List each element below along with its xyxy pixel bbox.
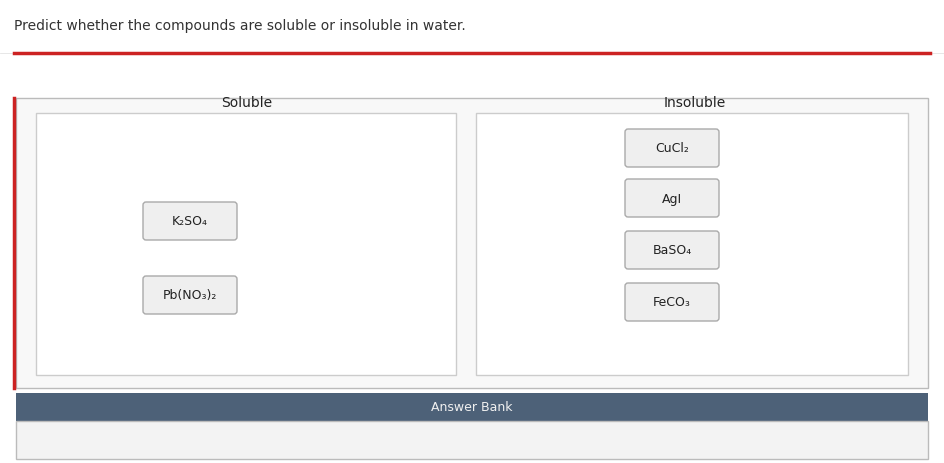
FancyBboxPatch shape (143, 276, 237, 314)
FancyBboxPatch shape (143, 203, 237, 240)
Text: Pb(NO₃)₂: Pb(NO₃)₂ (162, 289, 217, 302)
FancyBboxPatch shape (625, 180, 719, 218)
Text: FeCO₃: FeCO₃ (653, 296, 691, 309)
Text: AgI: AgI (662, 192, 683, 205)
Text: Predict whether the compounds are soluble or insoluble in water.: Predict whether the compounds are solubl… (14, 19, 465, 33)
Text: CuCl₂: CuCl₂ (655, 142, 689, 155)
Bar (16, 393, 928, 421)
Text: BaSO₄: BaSO₄ (652, 244, 692, 257)
Bar (16, 99, 928, 388)
FancyBboxPatch shape (625, 232, 719, 269)
FancyBboxPatch shape (625, 130, 719, 168)
FancyBboxPatch shape (625, 283, 719, 321)
Text: Insoluble: Insoluble (664, 96, 726, 110)
Text: Answer Bank: Answer Bank (431, 400, 513, 413)
Bar (476, 114, 908, 375)
Bar (16, 421, 928, 459)
Text: Soluble: Soluble (222, 96, 273, 110)
Text: K₂SO₄: K₂SO₄ (172, 215, 208, 228)
Bar (36, 114, 456, 375)
